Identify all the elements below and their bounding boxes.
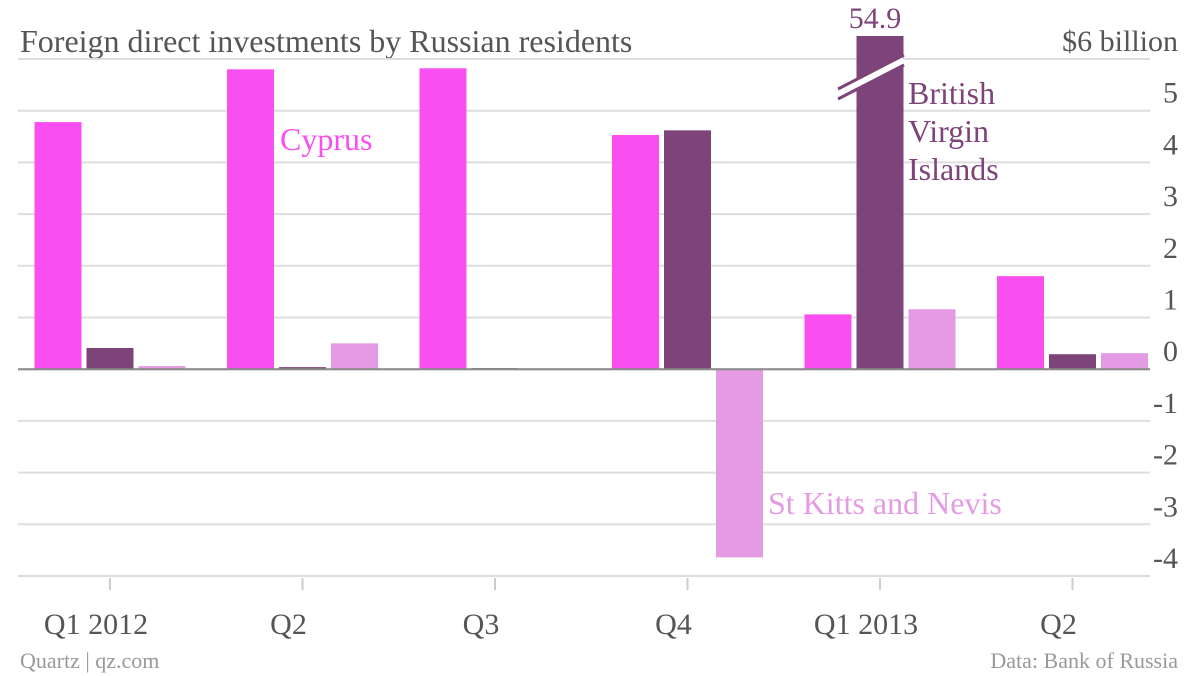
x-tick-label: Q3: [463, 608, 500, 641]
y-tick-label: 3: [1163, 180, 1178, 213]
axis-break: [835, 53, 907, 101]
y-tick-label: 0: [1163, 335, 1178, 368]
foreground: -4 -3 -2 -1 0 1 2 3 4 5 $6 billion Q1 2012 Q2 Q3 Q4 Q1 …: [18, 25, 1178, 641]
x-tick-label: Q2: [270, 608, 307, 641]
bar: [856, 36, 904, 370]
series-label: Cyprus: [280, 121, 373, 157]
series-label: St Kitts and Nevis: [768, 485, 1002, 521]
y-tick-label: -1: [1153, 387, 1178, 420]
bar: [804, 314, 852, 370]
bar: [716, 369, 763, 558]
bar: [1101, 353, 1148, 370]
bar: [331, 343, 378, 370]
series-label: British Virgin Islands: [908, 75, 999, 187]
x-tick-label: Q1 2012: [44, 608, 148, 641]
bar: [138, 366, 186, 370]
bar: [664, 130, 711, 370]
y-tick-label: 1: [1163, 284, 1178, 317]
y-tick-label: -2: [1153, 439, 1178, 472]
y-tick-label: 2: [1163, 232, 1178, 265]
credit: Quartz | qz.com: [20, 648, 159, 673]
bars: [34, 36, 1148, 558]
y-tick-label: 5: [1163, 77, 1178, 110]
y-tick-label: -4: [1153, 542, 1178, 575]
bar: [279, 367, 326, 370]
bar: [34, 122, 82, 370]
bar: [1049, 354, 1096, 370]
chart-title: Foreign direct investments by Russian re…: [20, 23, 632, 59]
y-tick-label: $6 billion: [1062, 25, 1178, 58]
value-label: 54.9: [849, 2, 902, 35]
bar: [86, 348, 134, 370]
x-tick-label: Q4: [655, 608, 692, 641]
x-tick-label: Q2: [1040, 608, 1077, 641]
bar: [227, 69, 274, 370]
source: Data: Bank of Russia: [990, 648, 1178, 673]
y-tick-label: 4: [1163, 128, 1178, 161]
y-tick-label: -3: [1153, 490, 1178, 523]
bar: [908, 309, 956, 370]
x-tick-label: Q1 2013: [814, 608, 918, 641]
bar: [419, 68, 467, 370]
bar: [612, 134, 659, 370]
bar: [997, 276, 1044, 370]
